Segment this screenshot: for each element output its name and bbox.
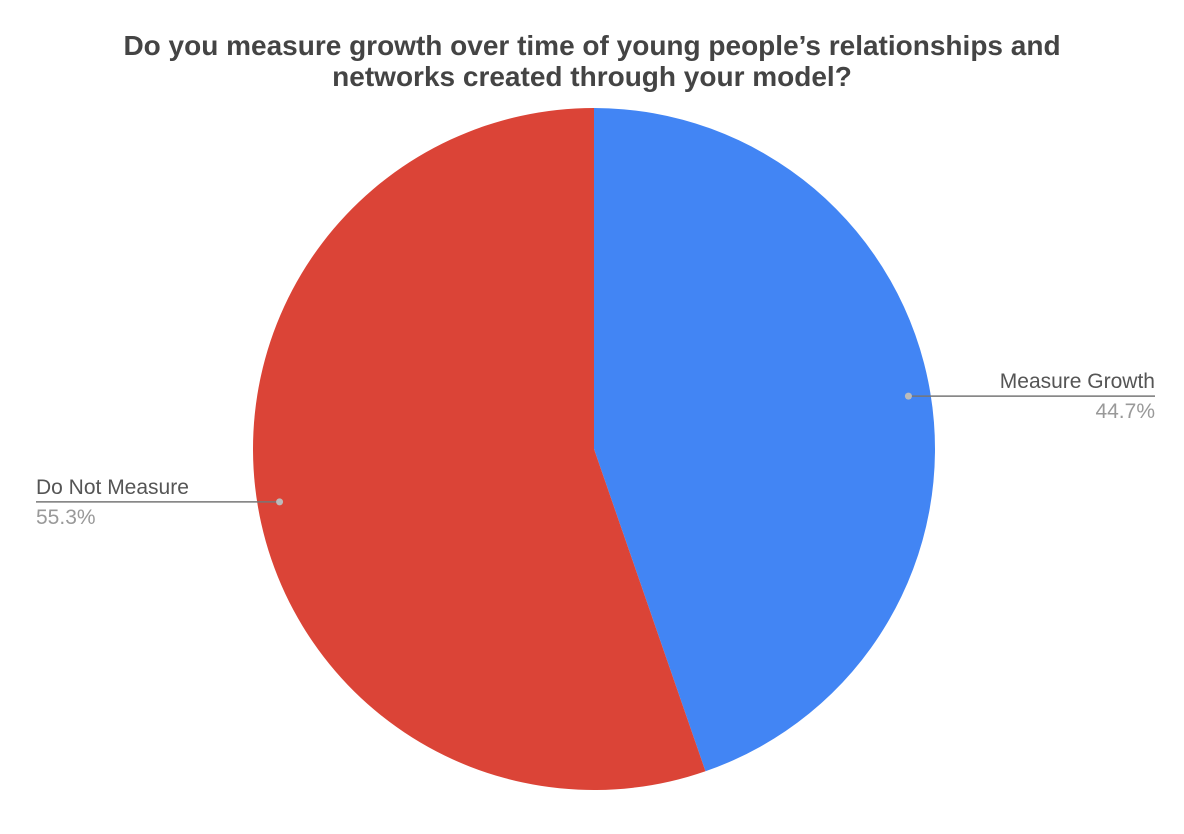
slice-value-do-not-measure: 55.3%	[36, 506, 96, 529]
pie-slice-measure-growth	[594, 108, 935, 772]
pie-slice-do-not-measure	[253, 108, 706, 790]
chart-title: Do you measure growth over time of young…	[0, 30, 1184, 92]
chart-title-line-1: Do you measure growth over time of young…	[123, 30, 1061, 61]
slice-label-do-not-measure: Do Not Measure	[36, 476, 189, 499]
slice-label-measure-growth: Measure Growth	[1000, 370, 1155, 393]
slice-value-measure-growth: 44.7%	[1095, 400, 1155, 423]
leader-dot-measure-growth	[904, 392, 912, 400]
leader-dot-do-not-measure	[276, 498, 284, 506]
chart-title-line-2: networks created through your model?	[332, 61, 852, 92]
